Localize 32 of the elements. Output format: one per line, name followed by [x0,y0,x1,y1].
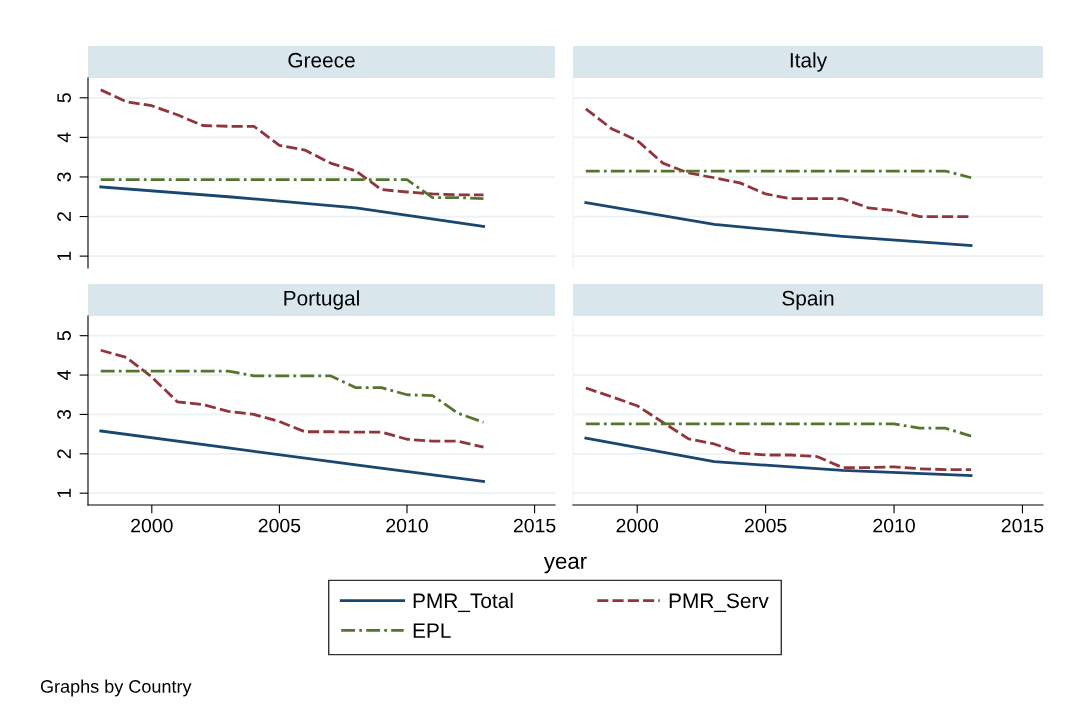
legend-label: PMR_Total [413,592,513,613]
legend-label: EPL [413,623,451,638]
x-tick-label: 2005 [744,518,787,533]
x-tick-label: 2015 [513,518,556,533]
y-tick-label: 2 [57,212,71,221]
text: Graphs by Country [40,679,192,697]
x-tick-label: 2010 [873,518,915,533]
line-series [99,348,485,449]
y-tick-label: 4 [57,132,71,143]
y-tick-label: 2 [57,449,71,459]
x-axis-title: year [543,556,587,574]
line-series [99,369,485,424]
y-tick-label: 5 [57,93,71,103]
line-series [99,88,485,197]
chart-title: Portugal [284,290,359,310]
x-tick-label: 2010 [386,518,428,533]
x-tick-label: 2015 [1001,518,1044,533]
y-tick-label: 1 [57,251,71,261]
x-tick-label: 2000 [131,518,173,533]
y-tick-label: 4 [57,370,71,381]
legend-label: PMR_Serv [669,593,769,613]
chart-title: Italy [790,52,828,72]
line-series [99,429,485,483]
x-tick-label: 2005 [258,518,301,533]
y-tick-label: 3 [57,409,71,420]
line-series [99,185,485,228]
y-tick-label: 1 [57,488,71,498]
chart-title: Spain [782,290,834,310]
x-tick-label: 2000 [616,518,659,533]
y-tick-label: 5 [57,331,71,341]
y-tick-label: 3 [57,172,71,182]
chart-title: Greece [288,52,355,68]
